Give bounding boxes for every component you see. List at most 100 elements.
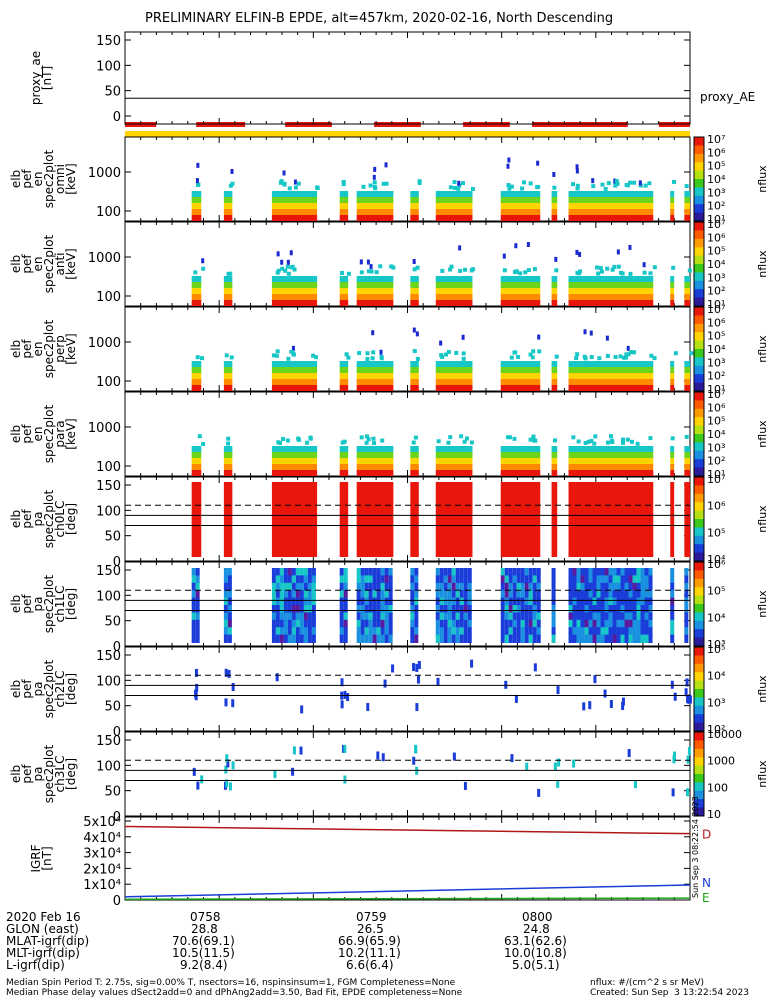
pa-data-cell (459, 575, 464, 584)
pa-data-point (687, 695, 691, 704)
energy-band (339, 197, 349, 203)
pa-data-cell (291, 612, 296, 621)
energy-band (435, 294, 473, 300)
igrf-legend-D: D (702, 828, 711, 842)
flux-speckle (278, 180, 283, 185)
colorbar-label: 10⁷ (707, 303, 725, 316)
pa-data-cell (624, 582, 629, 592)
energy-band (339, 203, 349, 209)
pa-data-cell (500, 634, 505, 643)
pa-data-point (340, 678, 344, 687)
energy-band (551, 373, 558, 379)
pa-data-cell (624, 619, 629, 629)
pa-data-cell (504, 627, 509, 636)
pa-data-cell (455, 568, 460, 577)
colorbar-label: 10 (707, 808, 721, 821)
energy-band (271, 203, 318, 209)
energy-band (568, 458, 654, 464)
mlat-2: 63.1(62.6) (504, 934, 567, 948)
pa-data-cell (343, 605, 348, 614)
pa-data-cell (227, 582, 232, 592)
pa-data-cell (551, 612, 556, 621)
pa-data-block (191, 482, 202, 557)
flux-speckle (628, 271, 633, 276)
pa-data-cell (356, 612, 361, 621)
pa-data-cell (463, 582, 468, 592)
energy-band (356, 294, 394, 300)
pa-data-cell (447, 634, 452, 643)
flux-speckle (635, 441, 640, 446)
pa-data-cell (551, 575, 556, 584)
pa-data-point (621, 701, 625, 710)
pa-data-point (556, 686, 560, 695)
pa-data-cell (223, 590, 228, 599)
pa-data-cell (524, 597, 529, 606)
pa-data-cell (644, 597, 649, 606)
flux-speckle (461, 351, 466, 356)
pa-data-cell (414, 619, 419, 629)
pa-data-point (553, 762, 557, 771)
pa-data-cell (568, 605, 573, 614)
flux-speckle (614, 179, 619, 184)
pa-data-cell (295, 582, 300, 592)
pa-data-cell (608, 575, 613, 584)
panel-ylabel: en (31, 427, 45, 442)
pa-data-cell (339, 568, 344, 577)
pa-data-cell (604, 612, 609, 621)
pa-data-cell (223, 575, 228, 584)
pa-data-point (376, 751, 380, 760)
pa-data-cell (516, 619, 521, 629)
pa-data-cell (532, 590, 537, 599)
pa-data-cell (596, 619, 601, 629)
energy-band (191, 470, 202, 476)
pa-data-cell (307, 627, 312, 636)
y-tick-label: 0 (113, 555, 121, 570)
flux-speckle (616, 264, 621, 269)
pa-data-cell (271, 634, 276, 643)
pa-data-cell (435, 619, 440, 629)
pa-data-cell (616, 575, 621, 584)
pa-data-cell (435, 590, 440, 599)
pa-data-cell (372, 590, 377, 599)
pa-data-cell (311, 575, 316, 584)
pa-data-cell (439, 627, 444, 636)
pa-data-cell (551, 597, 556, 606)
pa-data-point (225, 754, 229, 763)
flux-speckle (230, 181, 235, 186)
pa-data-cell (500, 597, 505, 606)
flux-speckle (526, 242, 530, 248)
pa-data-cell (311, 582, 316, 592)
pa-data-cell (287, 627, 292, 636)
colorbar-segment (694, 179, 704, 188)
energy-band (410, 203, 419, 209)
pa-data-cell (364, 568, 369, 577)
energy-band (568, 446, 654, 452)
pa-data-cell (580, 582, 585, 592)
pa-data-cell (195, 597, 200, 606)
colorbar-segment (694, 238, 704, 248)
pa-data-cell (670, 568, 675, 577)
pa-data-cell (291, 575, 296, 584)
pa-data-cell (616, 597, 621, 606)
pa-data-point (343, 775, 347, 784)
flux-speckle (618, 354, 623, 359)
flux-speckle (687, 268, 692, 273)
pa-data-cell (512, 627, 517, 636)
flux-speckle (532, 267, 537, 272)
colorbar-segment (694, 400, 704, 410)
pa-data-cell (572, 568, 577, 577)
pa-data-cell (508, 597, 513, 606)
pa-data-cell (339, 634, 344, 643)
pa-data-cell (500, 590, 505, 599)
colorbar-title: nflux (756, 250, 769, 278)
pa-data-cell (572, 634, 577, 643)
energy-band (500, 470, 541, 476)
pa-data-point (225, 779, 229, 788)
flux-speckle (684, 434, 689, 439)
energy-band (410, 470, 419, 476)
flux-speckle (583, 329, 587, 335)
pa-data-cell (596, 568, 601, 577)
pa-data-cell (572, 582, 577, 592)
pa-data-cell (439, 590, 444, 599)
